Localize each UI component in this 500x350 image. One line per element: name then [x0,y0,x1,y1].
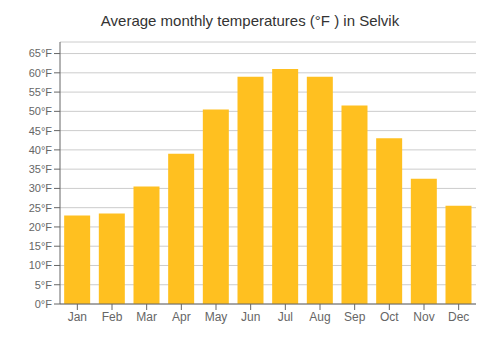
svg-text:Sep: Sep [344,310,366,324]
svg-text:May: May [205,310,228,324]
svg-text:Oct: Oct [380,310,399,324]
svg-text:45°F: 45°F [29,125,53,137]
svg-text:5°F: 5°F [35,279,53,291]
svg-text:Jan: Jan [68,310,87,324]
svg-text:Nov: Nov [413,310,434,324]
svg-text:10°F: 10°F [29,259,53,271]
svg-text:Jul: Jul [278,310,293,324]
svg-text:65°F: 65°F [29,47,53,59]
svg-text:Aug: Aug [309,310,330,324]
svg-text:Feb: Feb [102,310,123,324]
svg-text:20°F: 20°F [29,221,53,233]
svg-text:60°F: 60°F [29,67,53,79]
svg-text:40°F: 40°F [29,144,53,156]
svg-text:50°F: 50°F [29,105,53,117]
svg-text:30°F: 30°F [29,182,53,194]
svg-text:Jun: Jun [241,310,260,324]
html-text:Average monthly temperatures (: Average monthly temperatures (°F ) in Se… [100,12,400,29]
svg-text:Apr: Apr [172,310,191,324]
svg-text:Dec: Dec [448,310,469,324]
svg-text:35°F: 35°F [29,163,53,175]
svg-text:Mar: Mar [136,310,157,324]
svg-text:25°F: 25°F [29,202,53,214]
svg-text:0°F: 0°F [35,298,53,310]
svg-text:15°F: 15°F [29,240,53,252]
svg-text:55°F: 55°F [29,86,53,98]
